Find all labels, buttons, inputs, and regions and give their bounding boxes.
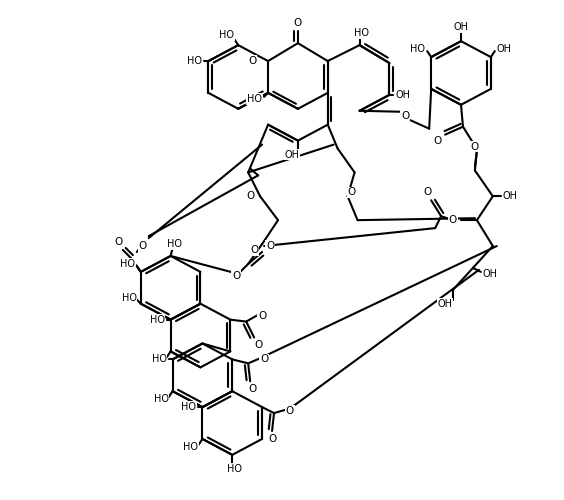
Text: HO: HO [167, 239, 182, 249]
Text: HO: HO [153, 394, 169, 404]
Text: HO: HO [152, 354, 166, 364]
Text: O: O [449, 215, 457, 225]
Text: HO: HO [120, 259, 135, 269]
Text: OH: OH [395, 90, 411, 100]
Text: OH: OH [453, 22, 469, 32]
Text: OH: OH [284, 150, 299, 160]
Text: O: O [260, 354, 268, 364]
Text: O: O [246, 192, 254, 202]
Text: O: O [423, 188, 431, 198]
Text: O: O [254, 340, 262, 350]
Text: O: O [433, 136, 441, 145]
Text: HO: HO [187, 56, 202, 66]
Text: HO: HO [410, 44, 425, 54]
Text: HO: HO [182, 402, 196, 412]
Text: O: O [294, 18, 302, 28]
Text: OH: OH [483, 269, 498, 279]
Text: HO: HO [122, 292, 137, 302]
Text: O: O [248, 384, 256, 394]
Text: OH: OH [438, 298, 452, 308]
Text: OH: OH [503, 192, 518, 202]
Text: O: O [258, 310, 266, 320]
Text: O: O [139, 241, 147, 251]
Text: O: O [250, 245, 258, 255]
Text: O: O [286, 406, 294, 416]
Text: O: O [248, 56, 256, 66]
Text: HO: HO [183, 442, 199, 452]
Text: HO: HO [227, 464, 242, 474]
Text: O: O [232, 271, 240, 281]
Text: O: O [268, 434, 276, 444]
Text: HO: HO [247, 94, 262, 104]
Text: HO: HO [149, 314, 165, 324]
Text: HO: HO [152, 354, 166, 364]
Text: O: O [266, 241, 274, 251]
Text: O: O [115, 237, 123, 247]
Text: HO: HO [354, 28, 369, 38]
Text: O: O [401, 111, 409, 120]
Text: OH: OH [497, 44, 512, 54]
Text: O: O [471, 142, 479, 152]
Text: O: O [449, 215, 457, 225]
Text: O: O [347, 188, 356, 198]
Text: HO: HO [219, 30, 234, 40]
